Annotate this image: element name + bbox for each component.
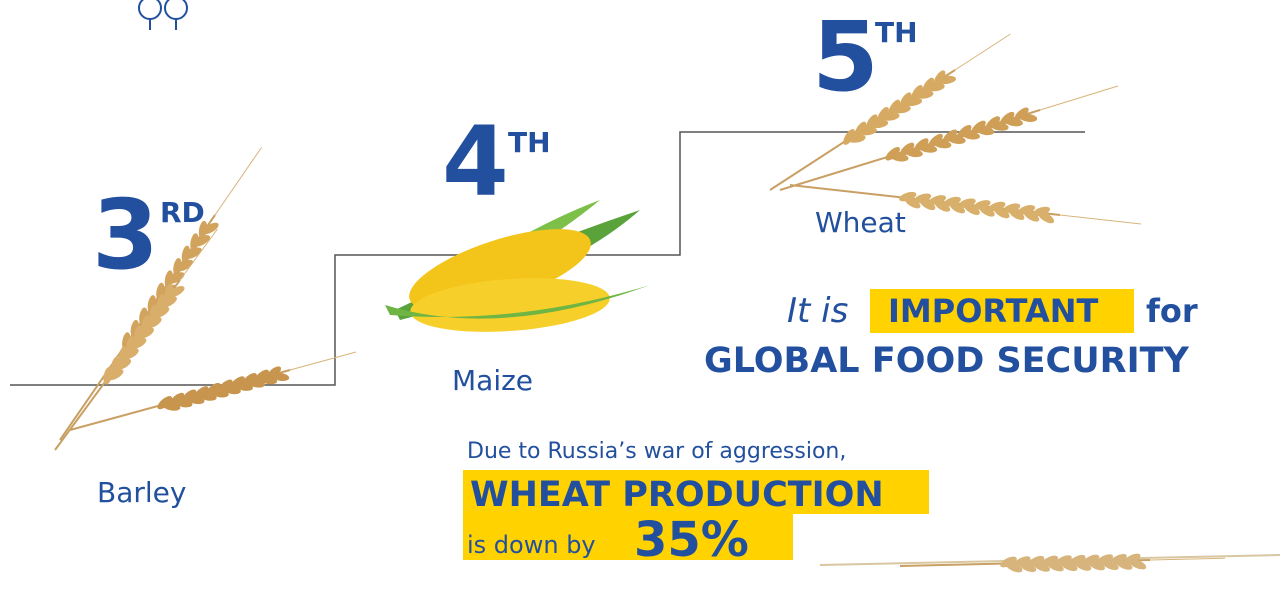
awn <box>955 34 1011 70</box>
rank-suffix: TH <box>508 126 551 159</box>
infographic: 3 RD Barley 4 TH Maize 5 TH Wheat It is … <box>0 0 1286 598</box>
intro-text: Due to Russia’s war of aggression, <box>467 439 846 464</box>
highlight-text: WHEAT PRODUCTION <box>470 475 884 515</box>
awn <box>215 148 262 216</box>
rank-number: 5 <box>812 1 879 113</box>
awn <box>290 352 356 370</box>
phrase-text: is down by <box>467 531 596 559</box>
crop-label: Wheat <box>815 206 906 239</box>
highlight-text: IMPORTANT <box>888 292 1099 330</box>
lead-text: It is <box>787 291 848 331</box>
crop-label: Barley <box>97 476 186 509</box>
figure-text: 35% <box>634 512 749 568</box>
rank-number: 3 <box>92 179 159 291</box>
awn <box>1060 215 1141 224</box>
plant-icon <box>139 0 187 30</box>
rank-number: 4 <box>442 106 509 218</box>
subject-text: GLOBAL FOOD SECURITY <box>704 341 1190 381</box>
rank-suffix: RD <box>160 196 205 229</box>
awn <box>1040 86 1118 110</box>
crop-label: Maize <box>452 364 533 397</box>
trail-text: for <box>1146 292 1198 330</box>
rank-suffix: TH <box>875 16 918 49</box>
